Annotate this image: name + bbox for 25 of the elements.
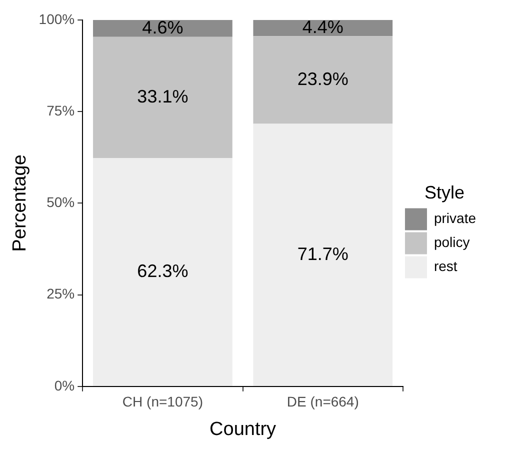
- legend-label: policy: [434, 234, 470, 250]
- y-axis-title: Percentage: [10, 154, 31, 252]
- legend-title: Style: [424, 182, 465, 203]
- y-tick-label: 50%: [46, 194, 75, 210]
- bar: [253, 36, 393, 124]
- y-tick-label: 100%: [38, 10, 75, 27]
- legend-label: rest: [434, 258, 458, 274]
- data-label: 71.7%: [297, 244, 348, 264]
- data-label: 62.3%: [137, 260, 188, 281]
- legend-label: private: [434, 210, 476, 226]
- bar: [93, 158, 232, 386]
- data-label: 23.9%: [297, 68, 348, 89]
- bar: [253, 124, 393, 386]
- bar: [93, 20, 232, 37]
- x-tick-label: DE (n=664): [286, 394, 359, 410]
- bar: [253, 20, 393, 36]
- y-tick-label: 0%: [54, 377, 75, 394]
- y-tick-label: 25%: [46, 286, 75, 302]
- x-tick-label: CH (n=1075): [122, 394, 203, 410]
- bar: [93, 36, 232, 158]
- y-tick-label: 75%: [46, 102, 75, 118]
- x-axis-title: Country: [210, 418, 277, 440]
- data-label: 33.1%: [137, 86, 188, 106]
- data-label: 4.6%: [142, 17, 184, 38]
- data-label: 4.4%: [302, 17, 344, 38]
